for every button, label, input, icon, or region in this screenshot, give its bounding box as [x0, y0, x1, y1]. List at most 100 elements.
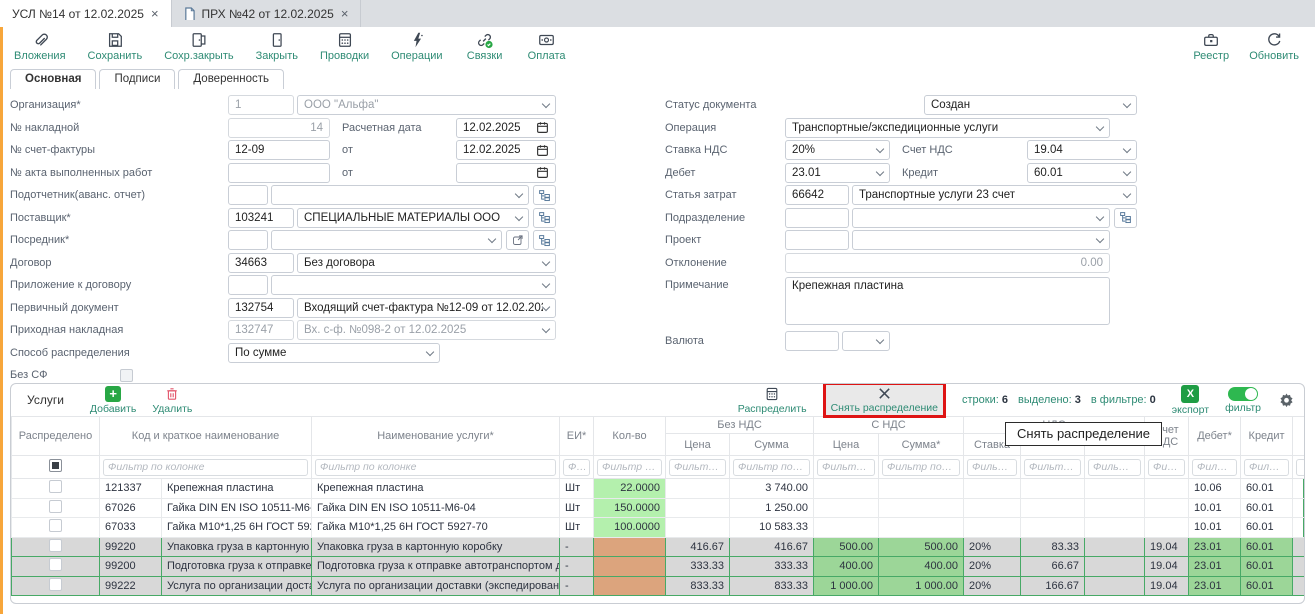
accountable-select[interactable]	[271, 185, 529, 205]
hierarchy-button[interactable]	[1114, 208, 1137, 228]
window-tab-prh[interactable]: ПРХ №42 от 12.02.2025 ×	[172, 0, 362, 27]
supplier-select[interactable]: СПЕЦИАЛЬНЫЕ МАТЕРИАЛЫ ООО	[297, 208, 529, 228]
col-unit[interactable]: ЕИ*	[560, 417, 594, 456]
col-price-no-vat[interactable]: Цена	[666, 434, 730, 456]
col-distributed[interactable]: Распределено	[12, 417, 100, 456]
row-checkbox[interactable]	[49, 500, 62, 513]
act-date-input[interactable]	[456, 163, 556, 183]
debit-select[interactable]: 23.01	[785, 163, 890, 183]
contract-select[interactable]: Без договора	[297, 253, 556, 273]
supplier-code-input[interactable]: 103241	[228, 208, 294, 228]
tab-poa[interactable]: Доверенность	[178, 69, 284, 89]
links-button[interactable]: Связки	[465, 31, 505, 62]
organization-code-input[interactable]: 1	[228, 95, 294, 115]
filter-vat-sum-input[interactable]	[1024, 459, 1081, 476]
intermediary-select[interactable]	[271, 230, 502, 250]
save-button[interactable]: Сохранить	[88, 31, 143, 62]
filter-vat-extra-input[interactable]	[1088, 459, 1141, 476]
table-row[interactable]: 121337 Крепежная пластина Крепежная плас…	[12, 479, 1305, 499]
filter-qty-input[interactable]	[597, 459, 662, 476]
close-tab-icon[interactable]: ×	[151, 7, 159, 20]
table-row-selected[interactable]: 99200 Подготовка груза к отправке автотр…	[12, 557, 1305, 577]
undistribute-button[interactable]: Снять распределение	[831, 386, 938, 414]
calc-date-input[interactable]: 12.02.2025	[456, 118, 556, 138]
receipt-note-code-input[interactable]: 132747	[228, 320, 294, 340]
project-code-input[interactable]	[785, 230, 849, 250]
window-tab-usl[interactable]: УСЛ №14 от 12.02.2025 ×	[0, 0, 172, 27]
close-button[interactable]: Закрыть	[256, 31, 298, 62]
calendar-icon[interactable]	[536, 166, 549, 179]
open-card-button[interactable]	[506, 230, 529, 250]
filter-debit-input[interactable]	[1192, 459, 1237, 476]
col-qty[interactable]: Кол-во	[594, 417, 666, 456]
department-code-input[interactable]	[785, 208, 849, 228]
waybill-no-input[interactable]: 14	[228, 118, 330, 138]
hierarchy-button[interactable]	[533, 185, 556, 205]
deviation-input[interactable]: 0.00	[785, 253, 1110, 273]
act-no-input[interactable]	[228, 163, 330, 183]
filter-rate-input[interactable]	[967, 459, 1017, 476]
select-all-checkbox[interactable]	[49, 459, 62, 472]
vat-account-select[interactable]: 19.04	[1027, 140, 1137, 160]
note-textarea[interactable]: Крепежная пластина	[785, 277, 1110, 325]
filter-price-no-vat-input[interactable]	[669, 459, 726, 476]
status-select[interactable]: Создан	[924, 95, 1137, 115]
primary-doc-select[interactable]: Входящий счет-фактура №12-09 от 12.02.20…	[297, 298, 556, 318]
attachments-button[interactable]: Вложения	[14, 31, 66, 62]
distribute-button[interactable]: Распределить	[738, 386, 807, 415]
primary-doc-code-input[interactable]: 132754	[228, 298, 294, 318]
tab-main[interactable]: Основная	[10, 69, 96, 89]
table-row-selected[interactable]: 99220 Упаковка груза в картонную коробку…	[12, 537, 1305, 557]
postings-button[interactable]: Проводки	[320, 31, 369, 62]
receipt-note-select[interactable]: Вх. с-ф. №098-2 от 12.02.2025	[297, 320, 556, 340]
hierarchy-button[interactable]	[533, 208, 556, 228]
save-close-button[interactable]: Сохр.закрыть	[164, 31, 233, 62]
close-tab-icon[interactable]: ×	[341, 7, 349, 20]
refresh-button[interactable]: Обновить	[1249, 31, 1299, 62]
table-row-selected[interactable]: 99222 Услуга по организации доставки (эк…	[12, 576, 1305, 596]
department-select[interactable]	[852, 208, 1110, 228]
invoice-date-input[interactable]: 12.02.2025	[456, 140, 556, 160]
accountable-code-input[interactable]	[228, 185, 268, 205]
col-debit[interactable]: Дебет*	[1189, 417, 1241, 456]
row-checkbox[interactable]	[49, 539, 62, 552]
intermediary-code-input[interactable]	[228, 230, 268, 250]
filter-vat-account-input[interactable]	[1148, 459, 1185, 476]
filter-toggle[interactable]: фильтр	[1225, 387, 1261, 414]
tab-signatures[interactable]: Подписи	[99, 69, 175, 89]
payment-button[interactable]: Оплата	[527, 31, 567, 62]
row-checkbox[interactable]	[49, 519, 62, 532]
filter-service-name-input[interactable]	[315, 459, 556, 476]
row-checkbox[interactable]	[49, 558, 62, 571]
hierarchy-button[interactable]	[533, 230, 556, 250]
col-service-name[interactable]: Наименование услуги*	[312, 417, 560, 456]
contract-annex-select[interactable]	[271, 275, 556, 295]
credit-select[interactable]: 60.01	[1027, 163, 1137, 183]
contract-code-input[interactable]: 34663	[228, 253, 294, 273]
col-sum-vat[interactable]: Сумма*	[879, 434, 964, 456]
table-row[interactable]: 67026 Гайка DIN EN ISO 10511-M6-04 Гайка…	[12, 498, 1305, 518]
col-code-name[interactable]: Код и краткое наименование	[100, 417, 312, 456]
col-credit[interactable]: Кредит	[1241, 417, 1293, 456]
distribution-method-select[interactable]: По сумме	[228, 343, 440, 363]
calendar-icon[interactable]	[536, 144, 549, 157]
operation-select[interactable]: Транспортные/экспедиционные услуги	[785, 118, 1110, 138]
filter-sum-no-vat-input[interactable]	[733, 459, 810, 476]
cost-item-select[interactable]: Транспортные услуги 23 счет	[852, 185, 1137, 205]
vat-rate-select[interactable]: 20%	[785, 140, 890, 160]
delete-row-button[interactable]: Удалить	[152, 386, 192, 415]
organization-select[interactable]: ООО "Альфа"	[297, 95, 556, 115]
add-row-button[interactable]: + Добавить	[90, 386, 136, 415]
project-select[interactable]	[852, 230, 1110, 250]
contract-annex-code-input[interactable]	[228, 275, 268, 295]
export-button[interactable]: X экспорт	[1172, 385, 1209, 416]
gear-icon[interactable]	[1277, 391, 1296, 410]
col-sum-no-vat[interactable]: Сумма	[730, 434, 814, 456]
invoice-no-input[interactable]: 12-09	[228, 140, 330, 160]
operations-button[interactable]: Операции	[391, 31, 442, 62]
row-checkbox[interactable]	[49, 578, 62, 591]
col-price-vat[interactable]: Цена	[814, 434, 879, 456]
table-row[interactable]: 67033 Гайка М10*1,25 6Н ГОСТ 5927-70 Гай…	[12, 518, 1305, 538]
no-sf-checkbox[interactable]	[120, 369, 133, 382]
filter-code-name-input[interactable]	[103, 459, 308, 476]
